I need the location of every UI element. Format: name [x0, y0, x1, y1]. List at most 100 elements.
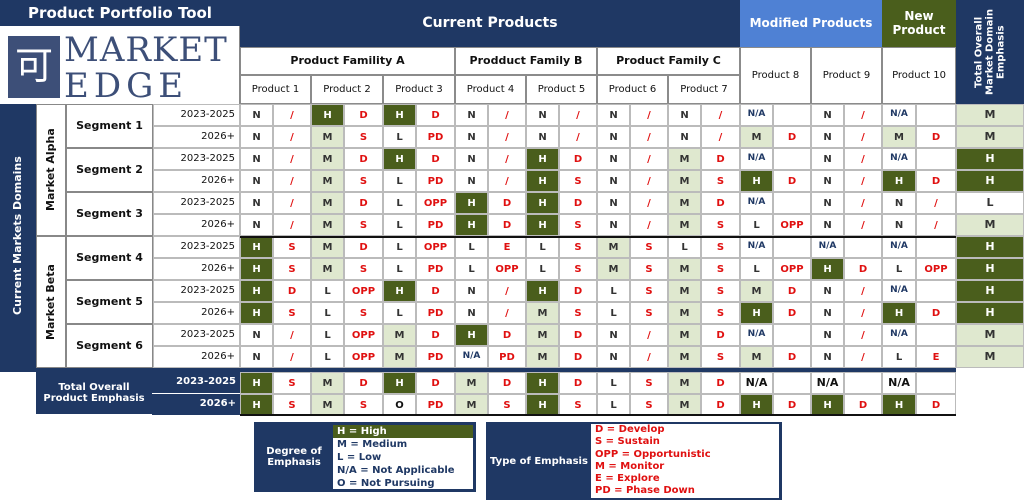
- type-cell: S: [559, 258, 597, 280]
- type-cell: S: [559, 302, 597, 324]
- type-cell: PD: [416, 126, 455, 148]
- type-cell: /: [273, 214, 311, 236]
- type-cell: /: [630, 104, 668, 126]
- legend-degree-item: O = Not Pursuing: [337, 478, 435, 489]
- degree-cell: N/A: [740, 192, 773, 214]
- degree-cell: N: [455, 148, 488, 170]
- degree-cell: M: [668, 214, 701, 236]
- product-header: Product 5: [526, 75, 597, 104]
- degree-cell: L: [311, 324, 344, 346]
- degree-cell: L: [526, 258, 559, 280]
- type-cell: /: [630, 192, 668, 214]
- degree-cell: H: [240, 302, 273, 324]
- degree-cell: N: [240, 192, 273, 214]
- type-cell: /: [488, 104, 526, 126]
- degree-cell: N: [455, 280, 488, 302]
- degree-cell: N: [811, 170, 844, 192]
- degree-cell: N: [597, 170, 630, 192]
- degree-cell: M: [740, 346, 773, 368]
- product-header: Product 9: [811, 47, 882, 104]
- type-cell: OPP: [773, 258, 811, 280]
- degree-cell: N: [811, 302, 844, 324]
- type-cell: PD: [416, 394, 455, 416]
- degree-cell: N: [597, 214, 630, 236]
- degree-cell: H: [455, 324, 488, 346]
- degree-cell: H: [455, 192, 488, 214]
- type-cell: /: [844, 192, 882, 214]
- degree-cell: M: [668, 192, 701, 214]
- grid-bottom-border: [240, 414, 956, 416]
- degree-cell: N: [811, 280, 844, 302]
- type-cell: /: [273, 192, 311, 214]
- degree-cell: H: [882, 394, 916, 416]
- type-cell: D: [344, 104, 383, 126]
- segment-total-cell: M: [956, 346, 1024, 368]
- degree-cell: N: [526, 126, 559, 148]
- segment-total-cell: M: [956, 324, 1024, 346]
- degree-cell: H: [455, 214, 488, 236]
- type-cell: S: [701, 258, 740, 280]
- degree-cell: H: [240, 258, 273, 280]
- degree-cell: N: [526, 104, 559, 126]
- logo: 可 MARKET EDGE: [0, 26, 240, 104]
- type-cell: S: [344, 394, 383, 416]
- type-cell: PD: [416, 258, 455, 280]
- type-cell: D: [416, 280, 455, 302]
- degree-cell: N: [811, 346, 844, 368]
- type-cell: OPP: [916, 258, 956, 280]
- type-cell: [916, 280, 956, 302]
- type-cell: /: [630, 214, 668, 236]
- type-cell: /: [844, 302, 882, 324]
- type-cell: /: [844, 324, 882, 346]
- degree-cell: N: [597, 148, 630, 170]
- degree-cell: L: [311, 346, 344, 368]
- degree-cell: N/A: [882, 148, 916, 170]
- period-label: 2026+: [153, 214, 240, 236]
- type-cell: S: [630, 302, 668, 324]
- type-cell: D: [559, 192, 597, 214]
- type-cell: D: [773, 170, 811, 192]
- legend-degree: Degree of Emphasis H = High M = Medium L…: [254, 422, 476, 492]
- degree-cell: L: [526, 236, 559, 258]
- degree-cell: H: [526, 148, 559, 170]
- type-cell: S: [488, 394, 526, 416]
- degree-cell: L: [882, 346, 916, 368]
- degree-cell: M: [311, 394, 344, 416]
- type-cell: D: [344, 148, 383, 170]
- segment-total-cell: H: [956, 258, 1024, 280]
- total-column-header: Total Overall Market Domain Emphasis: [956, 0, 1024, 104]
- type-cell: S: [273, 302, 311, 324]
- degree-cell: H: [383, 104, 416, 126]
- degree-cell: M: [311, 236, 344, 258]
- type-cell: S: [701, 302, 740, 324]
- degree-cell: N: [240, 324, 273, 346]
- degree-cell: H: [526, 372, 559, 394]
- degree-cell: M: [526, 324, 559, 346]
- type-cell: S: [273, 372, 311, 394]
- type-cell: D: [559, 346, 597, 368]
- type-cell: D: [701, 148, 740, 170]
- segment-total-cell: M: [956, 104, 1024, 126]
- type-cell: S: [344, 214, 383, 236]
- degree-cell: L: [740, 214, 773, 236]
- degree-cell: N: [240, 170, 273, 192]
- type-cell: S: [701, 214, 740, 236]
- degree-cell: M: [311, 170, 344, 192]
- type-cell: [773, 236, 811, 258]
- degree-cell: L: [383, 302, 416, 324]
- degree-cell: L: [597, 394, 630, 416]
- type-cell: [844, 236, 882, 258]
- degree-cell: N/A: [811, 372, 844, 394]
- product-header: Product 10: [882, 47, 956, 104]
- sidebar-market-alpha-label: Market Alpha: [43, 128, 57, 212]
- family-b-header: Prodduct Family B: [455, 47, 597, 75]
- type-cell: [916, 236, 956, 258]
- type-cell: D: [416, 324, 455, 346]
- type-cell: D: [773, 346, 811, 368]
- type-cell: D: [916, 302, 956, 324]
- type-cell: D: [773, 302, 811, 324]
- segment-label: Segment 3: [66, 192, 153, 236]
- type-cell: /: [630, 324, 668, 346]
- type-cell: PD: [488, 346, 526, 368]
- type-cell: /: [630, 126, 668, 148]
